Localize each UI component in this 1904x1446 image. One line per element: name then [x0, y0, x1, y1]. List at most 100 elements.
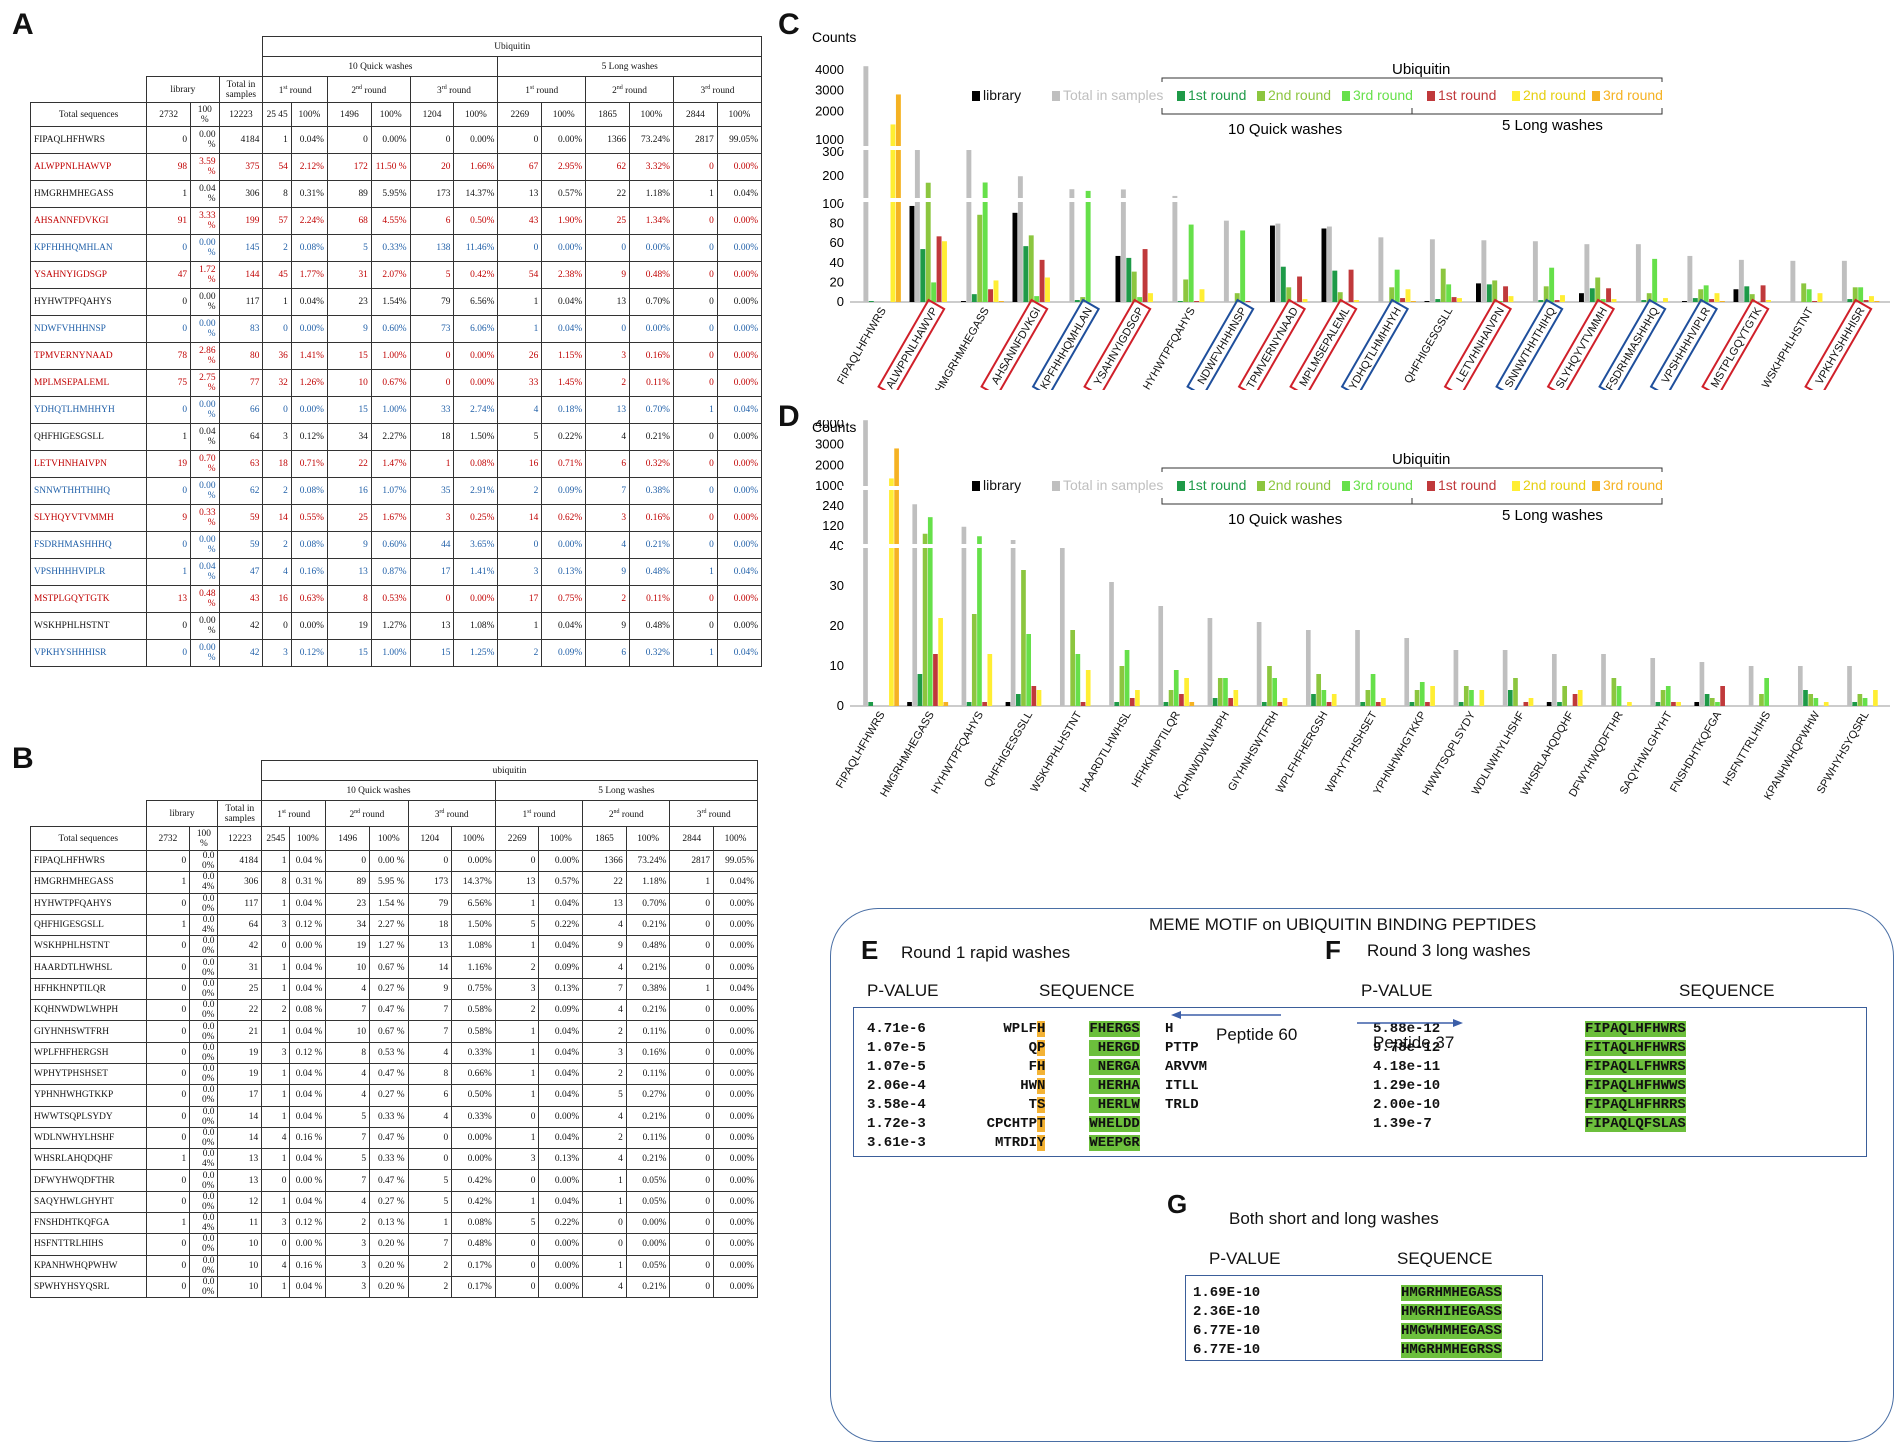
y-tick-label: 0 — [837, 698, 844, 713]
bar-break — [1004, 486, 1054, 490]
bar — [1429, 239, 1435, 302]
x-tick-group: WHSRLAHQDQHF — [1519, 709, 1577, 797]
bar — [1381, 698, 1386, 706]
panel-label-a: A — [12, 8, 34, 41]
bar-break — [1299, 544, 1349, 548]
bar-break — [908, 198, 960, 202]
bar — [1749, 294, 1755, 302]
bar-break — [1201, 486, 1251, 490]
bar — [1348, 269, 1354, 302]
bar — [1698, 289, 1704, 302]
x-tick-group: DFWYHWQDFTHR — [1567, 709, 1626, 799]
bar — [1852, 287, 1858, 302]
meme-title: MEME MOTIF on UBIQUITIN BINDING PEPTIDES — [1149, 915, 1537, 934]
bar — [1823, 702, 1829, 706]
y-tick-label: 10 — [830, 658, 844, 673]
legend-label: library — [983, 87, 1021, 103]
bar-break — [1217, 146, 1269, 150]
bar — [922, 533, 928, 706]
table-row: ALWPPNLHAWVP 98 3.59 % 375 54 2.12% 172 11.50 %… — [29, 153, 763, 181]
bar — [1748, 666, 1754, 706]
bar — [1023, 246, 1029, 302]
x-tick-box — [1443, 298, 1513, 390]
quick-label: 10 Quick washes — [1228, 511, 1342, 528]
x-tick-label: WPLFHFHERGSH — [1274, 709, 1331, 795]
f-motif-row: 2.00e-10 FIPAQLHFHRRS — [1373, 1097, 1686, 1113]
x-tick-label: YSAHNYIGDSGP — [1092, 306, 1146, 388]
bar — [1270, 225, 1275, 302]
motif-box-ef — [853, 1007, 1867, 1157]
bar — [977, 536, 982, 706]
bar — [1857, 694, 1863, 706]
bar — [1694, 702, 1700, 706]
x-tick-group: SLYHQYVTVMMH — [1546, 298, 1616, 390]
bar-break — [1526, 198, 1578, 202]
bar — [1286, 287, 1292, 302]
bar — [1131, 271, 1137, 302]
table-b: ubiquitin 10 Quick washes 5 Long washes lib… — [30, 760, 759, 1299]
aligned-residue: Y — [1037, 1135, 1046, 1151]
x-tick-label: QHFHIGESGSLL — [982, 710, 1035, 790]
y-tick-label: 200 — [822, 168, 844, 183]
y-tick-label: 300 — [822, 144, 844, 159]
bar-break — [1578, 146, 1630, 150]
bar — [868, 301, 874, 302]
legend-label: 3rd round — [1353, 477, 1413, 493]
bar — [1070, 630, 1076, 706]
panel-label-e: E — [861, 935, 879, 965]
bar — [1189, 702, 1195, 706]
y-tick-label: 240 — [822, 498, 844, 513]
bar — [1183, 279, 1189, 302]
p-value: 1.72e-3 — [867, 1116, 926, 1132]
bar-break — [1372, 146, 1424, 150]
aligned-residue: H — [1037, 1021, 1046, 1037]
f-motif-row: 1.39e-7 FIPAQLQFSLAS — [1373, 1116, 1686, 1132]
bar-break — [1423, 198, 1475, 202]
motif: HMGRHIHEGASS — [1401, 1304, 1502, 1320]
total-sequences-label: Total sequences — [29, 102, 148, 127]
bar — [1507, 690, 1513, 706]
bar-break — [1681, 146, 1733, 150]
bar — [1744, 286, 1750, 302]
library-header: library — [145, 800, 219, 827]
bar — [1764, 678, 1769, 706]
bar-break — [906, 544, 956, 548]
aligned-residue: T — [1037, 1116, 1046, 1132]
table-a: Ubiquitin 10 Quick washes 5 Long washes lib… — [29, 36, 763, 667]
x-tick-group: HWWTSQPLSYDY — [1420, 709, 1478, 798]
motif: FIPAQLQFSLAS — [1585, 1116, 1686, 1132]
x-tick-group: TPMVERNYNAAD — [1237, 298, 1307, 390]
x-tick-group: VPKHYSHHHISR — [1804, 298, 1873, 390]
bar — [1808, 694, 1814, 706]
bar — [1812, 301, 1818, 302]
suffix: ARVVM — [1139, 1059, 1208, 1075]
table-row: QHFHIGESGSLL 1 0.04 % 64 3 0.12% 34 2.27% 18 1.50… — [29, 423, 763, 451]
bar — [1115, 255, 1121, 302]
g-motif-row: 2.36E-10 HMGRHIHEGASS — [1193, 1304, 1502, 1320]
bar-break — [1349, 486, 1399, 490]
bar — [1714, 293, 1720, 302]
e-motif-row: 2.06e-4 HWN HERHA ITLL — [867, 1078, 1199, 1094]
bar — [1410, 301, 1416, 302]
p-value: 4.18e-11 — [1373, 1059, 1441, 1075]
bar — [1135, 690, 1140, 706]
legend-swatch — [1257, 481, 1265, 491]
bar — [1172, 195, 1178, 302]
table-row: HYHWTPFQAHYS 0 0.00 % 117 1 0.04% 23 1.54% 79 6.5… — [29, 288, 763, 316]
bar — [1687, 255, 1693, 302]
bar — [1109, 582, 1114, 706]
table-row: WSKHPHLHSTNT 0 0.00 % 42 0 0.00% 19 1.27% 13 1.08… — [29, 612, 763, 640]
bar — [1760, 285, 1766, 302]
legend-swatch — [1177, 91, 1185, 101]
bar — [1045, 277, 1050, 302]
arrow-peptide60-head — [1171, 1011, 1181, 1019]
bar-break — [1103, 544, 1153, 548]
long-label: 5 Long washes — [1502, 117, 1603, 134]
bar — [1085, 670, 1091, 706]
x-tick-box — [1598, 298, 1667, 390]
total-sequences-label: Total sequences — [30, 826, 147, 851]
bar — [998, 301, 1004, 302]
motif: HERHA — [1089, 1078, 1140, 1094]
x-tick-box — [1649, 298, 1719, 390]
